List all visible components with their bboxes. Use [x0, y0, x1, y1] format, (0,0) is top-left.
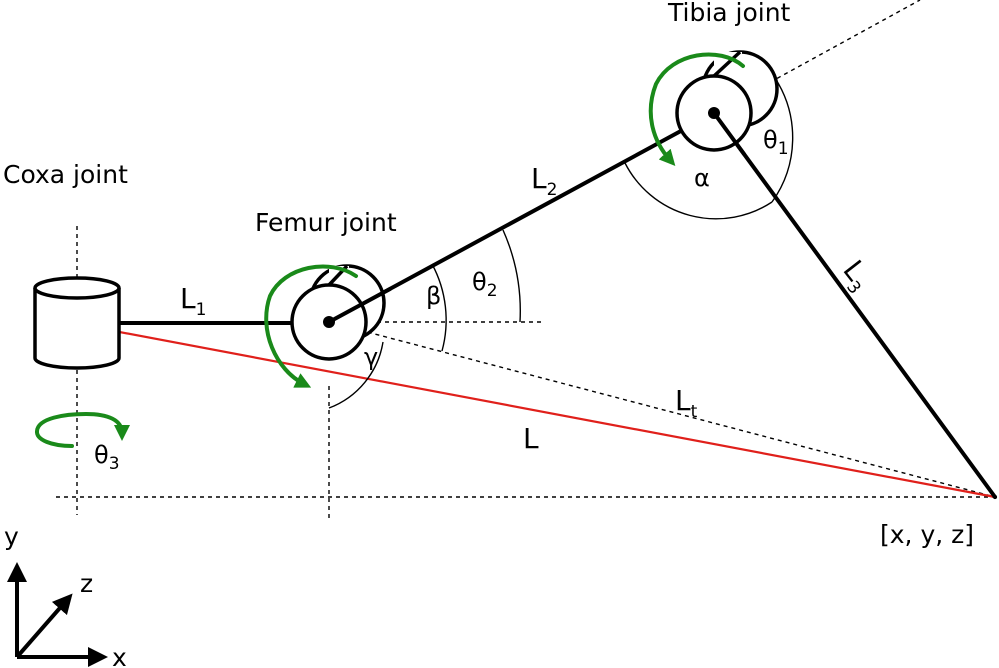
theta2-label: θ2	[472, 268, 498, 301]
distance-line-L	[76, 322, 996, 499]
L2-extension-dashed	[713, 0, 921, 114]
theta1-arc	[771, 77, 794, 203]
beta-arc	[431, 263, 447, 352]
femur-to-target-dashed	[328, 321, 996, 498]
gamma-arc	[328, 341, 384, 409]
femur-joint-label: Femur joint	[255, 208, 397, 237]
L2-label: L2	[531, 162, 557, 200]
L3-label: L3	[833, 254, 879, 298]
Lt-label: Lt	[675, 384, 698, 422]
link-L3	[712, 111, 997, 499]
tibia-joint-center	[708, 107, 720, 119]
coxa-cylinder	[33, 276, 121, 370]
coxa-joint-label: Coxa joint	[3, 160, 128, 189]
target-point	[993, 495, 997, 499]
theta3-label: θ3	[94, 441, 120, 474]
tibia-joint-label: Tibia joint	[667, 0, 791, 27]
alpha-label: α	[694, 164, 710, 192]
L-label: L	[523, 422, 539, 455]
tibia-cylinder	[675, 50, 779, 156]
coxa-rotation-arrow-icon	[35, 411, 130, 448]
L1-label: L1	[180, 282, 206, 320]
beta-label: β	[426, 282, 441, 310]
gamma-label: γ	[364, 343, 378, 371]
femur-joint-center	[323, 316, 335, 328]
theta1-label: θ1	[763, 126, 789, 159]
tibia-rotation-arrow-icon	[648, 52, 745, 166]
theta2-arc	[502, 229, 521, 323]
alpha-arc	[624, 162, 773, 220]
y-axis-label: y	[4, 522, 19, 551]
x-axis-label: x	[112, 643, 127, 668]
coordinate-axes-icon	[7, 562, 108, 667]
svg-text:L3: L3	[833, 254, 879, 298]
femur-rotation-arrow-icon	[264, 264, 358, 388]
link-L2	[327, 111, 716, 324]
target-coordinate-label: [x, y, z]	[880, 520, 974, 549]
z-axis-label: z	[80, 569, 93, 598]
